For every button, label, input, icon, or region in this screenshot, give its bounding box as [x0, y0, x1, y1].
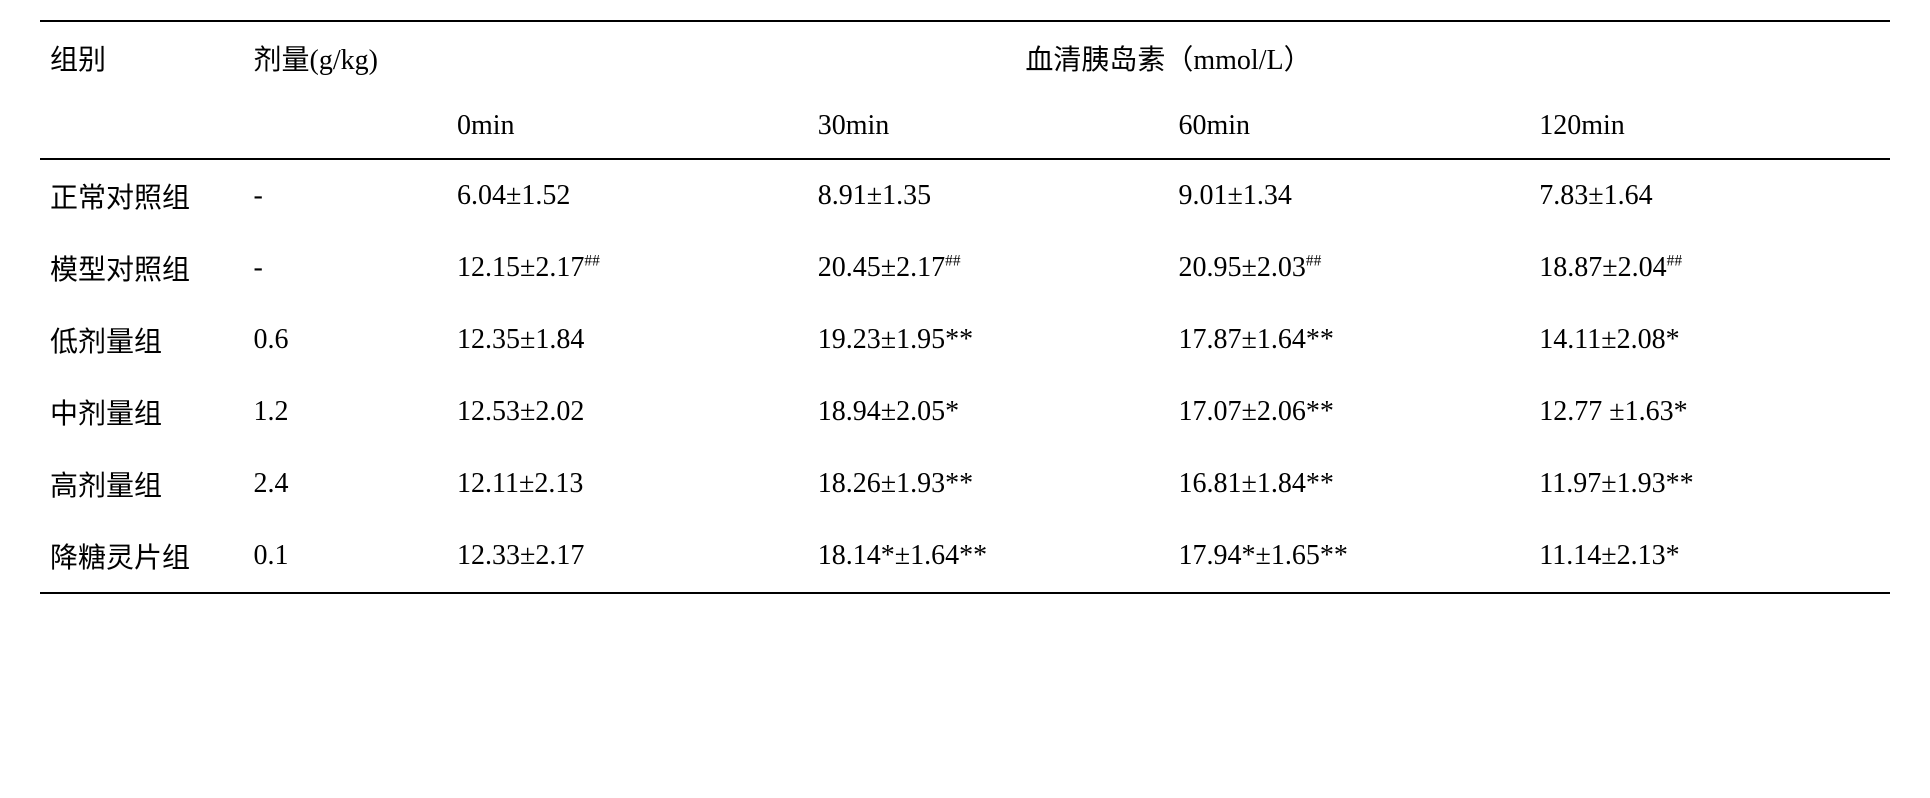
cell-dose: 0.1: [244, 520, 448, 593]
header-blank-2: [244, 94, 448, 159]
cell-group: 降糖灵片组: [40, 520, 244, 593]
cell-t30: 18.14*±1.64**: [808, 520, 1169, 593]
table-row: 中剂量组1.212.53±2.0218.94±2.05*17.07±2.06**…: [40, 376, 1890, 448]
header-time-30: 30min: [808, 94, 1169, 159]
header-row-2: 0min 30min 60min 120min: [40, 94, 1890, 159]
cell-group: 正常对照组: [40, 159, 244, 232]
cell-t0: 6.04±1.52: [447, 159, 808, 232]
table-row: 模型对照组-12.15±2.17##20.45±2.17##20.95±2.03…: [40, 232, 1890, 304]
cell-group: 低剂量组: [40, 304, 244, 376]
cell-t60: 17.07±2.06**: [1169, 376, 1530, 448]
cell-t120: 11.14±2.13*: [1529, 520, 1890, 593]
cell-t30: 18.26±1.93**: [808, 448, 1169, 520]
header-measure: 血清胰岛素（mmol/L）: [447, 21, 1890, 94]
cell-t120: 7.83±1.64: [1529, 159, 1890, 232]
cell-t120: 12.77 ±1.63*: [1529, 376, 1890, 448]
header-group: 组别: [40, 21, 244, 94]
cell-dose: -: [244, 232, 448, 304]
cell-t0: 12.53±2.02: [447, 376, 808, 448]
cell-t60: 17.94*±1.65**: [1169, 520, 1530, 593]
cell-t30: 20.45±2.17##: [808, 232, 1169, 304]
cell-t60: 16.81±1.84**: [1169, 448, 1530, 520]
table-row: 低剂量组0.612.35±1.8419.23±1.95**17.87±1.64*…: [40, 304, 1890, 376]
cell-t120: 11.97±1.93**: [1529, 448, 1890, 520]
table-row: 正常对照组-6.04±1.528.91±1.359.01±1.347.83±1.…: [40, 159, 1890, 232]
header-blank-1: [40, 94, 244, 159]
header-time-60: 60min: [1169, 94, 1530, 159]
cell-group: 中剂量组: [40, 376, 244, 448]
cell-t30: 18.94±2.05*: [808, 376, 1169, 448]
cell-dose: 1.2: [244, 376, 448, 448]
cell-group: 模型对照组: [40, 232, 244, 304]
header-time-120: 120min: [1529, 94, 1890, 159]
cell-t0: 12.11±2.13: [447, 448, 808, 520]
cell-t30: 19.23±1.95**: [808, 304, 1169, 376]
cell-t60: 9.01±1.34: [1169, 159, 1530, 232]
cell-t0: 12.15±2.17##: [447, 232, 808, 304]
cell-t0: 12.35±1.84: [447, 304, 808, 376]
cell-dose: 0.6: [244, 304, 448, 376]
cell-dose: -: [244, 159, 448, 232]
cell-dose: 2.4: [244, 448, 448, 520]
header-time-0: 0min: [447, 94, 808, 159]
cell-t120: 18.87±2.04##: [1529, 232, 1890, 304]
header-row-1: 组别 剂量(g/kg) 血清胰岛素（mmol/L）: [40, 21, 1890, 94]
cell-t60: 17.87±1.64**: [1169, 304, 1530, 376]
cell-t120: 14.11±2.08*: [1529, 304, 1890, 376]
cell-t30: 8.91±1.35: [808, 159, 1169, 232]
cell-group: 高剂量组: [40, 448, 244, 520]
header-dose: 剂量(g/kg): [244, 21, 448, 94]
table-row: 高剂量组2.412.11±2.1318.26±1.93**16.81±1.84*…: [40, 448, 1890, 520]
cell-t60: 20.95±2.03##: [1169, 232, 1530, 304]
table-body: 正常对照组-6.04±1.528.91±1.359.01±1.347.83±1.…: [40, 159, 1890, 593]
data-table: 组别 剂量(g/kg) 血清胰岛素（mmol/L） 0min 30min 60m…: [40, 20, 1890, 594]
table-row: 降糖灵片组0.112.33±2.1718.14*±1.64**17.94*±1.…: [40, 520, 1890, 593]
cell-t0: 12.33±2.17: [447, 520, 808, 593]
